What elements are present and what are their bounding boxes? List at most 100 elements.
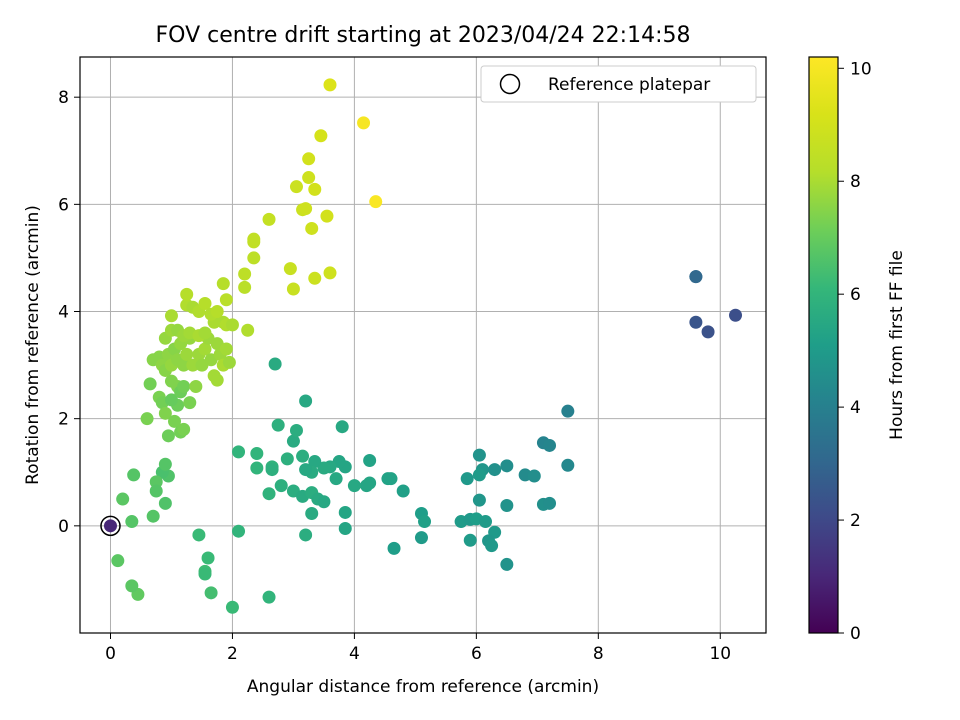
- data-point: [286, 434, 300, 448]
- data-point: [201, 551, 215, 565]
- data-point: [149, 484, 163, 498]
- data-point: [335, 420, 349, 434]
- data-point: [103, 519, 117, 533]
- colorbar-tick-label: 8: [850, 172, 861, 192]
- data-point: [164, 374, 178, 388]
- data-point: [192, 528, 206, 542]
- chart-title: FOV centre drift starting at 2023/04/24 …: [156, 23, 691, 48]
- data-point: [189, 380, 203, 394]
- data-points: [103, 78, 743, 614]
- data-point: [198, 326, 212, 340]
- data-point: [146, 509, 160, 523]
- data-point: [299, 394, 313, 408]
- y-axis-label: Rotation from reference (arcmin): [23, 205, 43, 485]
- data-point: [338, 522, 352, 536]
- data-point: [323, 78, 337, 92]
- data-point: [689, 315, 703, 329]
- data-point: [314, 129, 328, 143]
- data-point: [143, 377, 157, 391]
- data-point: [561, 458, 575, 472]
- data-point: [323, 266, 337, 280]
- data-point: [198, 296, 212, 310]
- data-point: [262, 212, 276, 226]
- data-point: [116, 492, 130, 506]
- data-point: [369, 195, 383, 209]
- data-point: [183, 396, 197, 410]
- data-point: [543, 438, 557, 452]
- data-point: [198, 342, 212, 356]
- data-point: [210, 305, 224, 319]
- y-tick-label: 6: [58, 195, 69, 215]
- data-point: [250, 447, 264, 461]
- data-point: [485, 539, 499, 553]
- data-point: [329, 472, 343, 486]
- data-point: [225, 600, 239, 614]
- data-point: [219, 342, 233, 356]
- y-tick-label: 2: [58, 410, 69, 430]
- data-point: [158, 406, 172, 420]
- data-point: [180, 287, 194, 301]
- data-point: [238, 280, 252, 294]
- data-point: [274, 479, 288, 493]
- data-point: [308, 182, 322, 196]
- data-point: [543, 496, 557, 510]
- legend: Reference platepar: [480, 65, 757, 103]
- data-point: [500, 459, 514, 473]
- legend-marker-icon: [499, 73, 521, 95]
- data-point: [219, 293, 233, 307]
- data-point: [286, 282, 300, 296]
- data-point: [396, 484, 410, 498]
- colorbar-gradient: [808, 56, 839, 634]
- data-point: [357, 116, 371, 130]
- data-point: [125, 579, 139, 593]
- data-point: [360, 479, 374, 493]
- data-point: [180, 347, 194, 361]
- colorbar: 0 2 4 6 8 10 Hours from first FF file: [808, 56, 907, 644]
- data-point: [689, 270, 703, 284]
- data-point: [347, 479, 361, 493]
- data-point: [158, 457, 172, 471]
- x-axis-ticks: 0 2 4 6 8 10: [105, 633, 731, 664]
- data-point: [479, 515, 493, 529]
- colorbar-tick-label: 2: [850, 511, 861, 531]
- data-point: [460, 472, 474, 486]
- data-point: [308, 455, 322, 469]
- data-point: [111, 554, 125, 568]
- data-point: [250, 461, 264, 475]
- x-tick-label: 4: [349, 644, 360, 664]
- data-point: [247, 251, 261, 265]
- x-tick-label: 8: [593, 644, 604, 664]
- y-tick-label: 8: [58, 88, 69, 108]
- y-tick-label: 4: [58, 303, 69, 323]
- data-point: [177, 380, 191, 394]
- data-point: [186, 358, 200, 372]
- data-point: [289, 423, 303, 437]
- data-point: [225, 318, 239, 332]
- data-point: [164, 393, 178, 407]
- grid-lines: [80, 57, 766, 633]
- data-point: [127, 468, 141, 482]
- colorbar-tick-label: 0: [850, 624, 861, 644]
- data-point: [283, 262, 297, 276]
- data-point: [168, 414, 182, 428]
- data-point: [363, 453, 377, 467]
- legend-box: [480, 65, 757, 103]
- y-axis-ticks: 0 2 4 6 8: [58, 88, 80, 537]
- data-point: [262, 590, 276, 604]
- data-point: [158, 496, 172, 510]
- data-point: [418, 515, 432, 529]
- data-point: [161, 429, 175, 443]
- data-point: [302, 152, 316, 166]
- x-tick-label: 2: [227, 644, 238, 664]
- data-point: [701, 325, 715, 339]
- data-point: [262, 487, 276, 501]
- data-point: [472, 468, 486, 482]
- data-point: [265, 463, 279, 477]
- reference-point-marker: [100, 515, 121, 537]
- data-point: [308, 271, 322, 285]
- data-point: [305, 507, 319, 521]
- data-point: [204, 586, 218, 600]
- data-point: [177, 422, 191, 436]
- data-point: [232, 445, 246, 459]
- data-point: [384, 472, 398, 486]
